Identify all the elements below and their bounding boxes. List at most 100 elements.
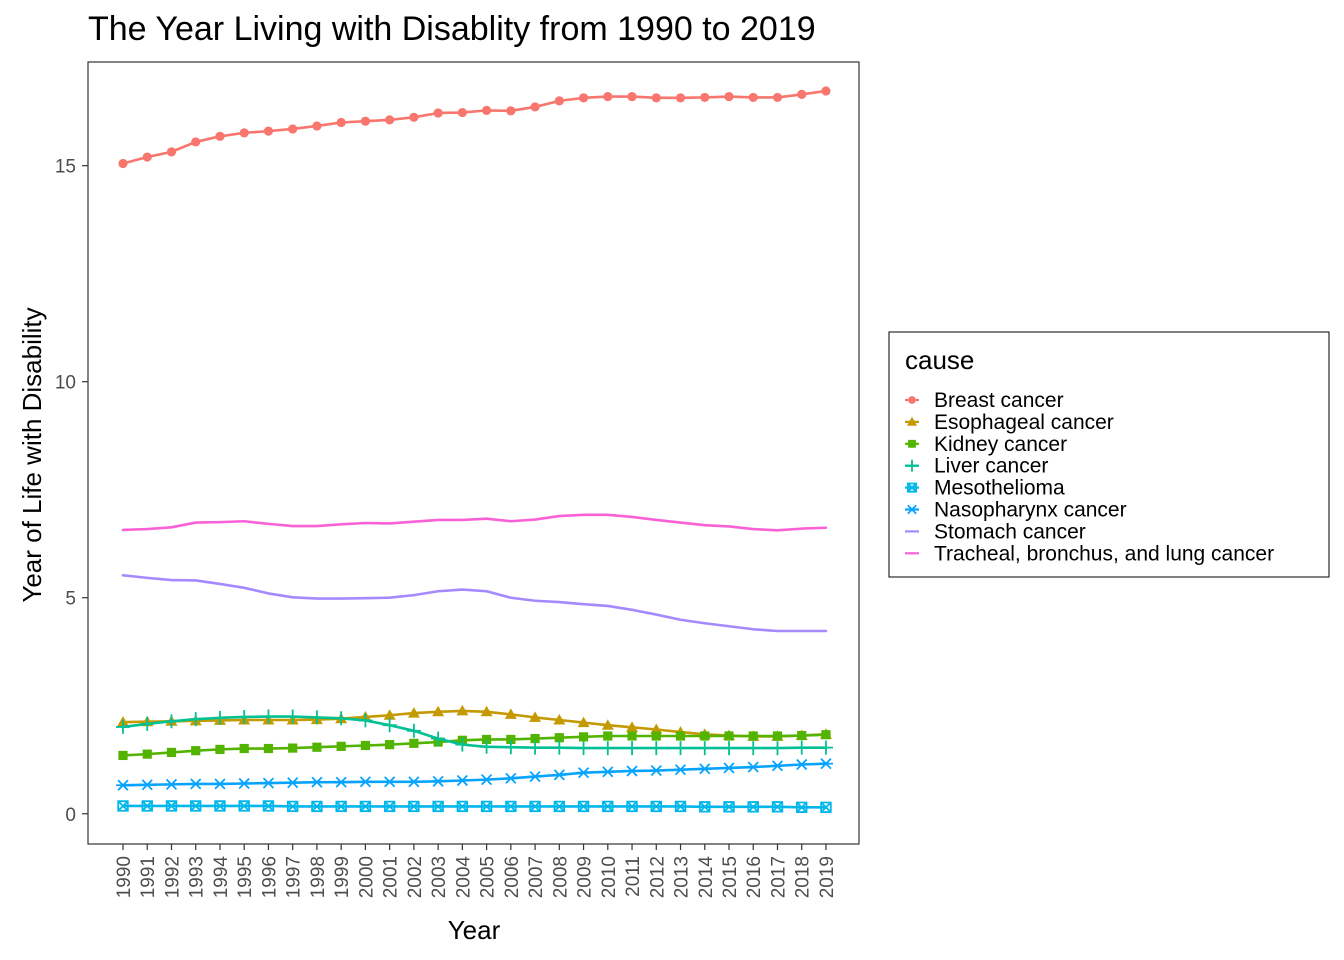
data-point <box>650 723 663 735</box>
x-tick-label: 2014 <box>696 856 717 899</box>
data-point <box>141 800 153 812</box>
data-point <box>797 89 807 100</box>
x-tick-label: 2011 <box>623 856 644 897</box>
data-point <box>188 712 203 727</box>
legend-item-tracheal-bronchus-and-lung-cancer: Tracheal, bronchus, and lung cancer <box>905 542 1274 565</box>
legend-label: Stomach cancer <box>934 520 1086 543</box>
data-point <box>700 92 710 103</box>
data-point <box>770 741 785 756</box>
data-point <box>215 744 225 754</box>
data-point <box>385 740 395 750</box>
y-tick-label: 15 <box>55 157 76 178</box>
data-point <box>164 778 179 790</box>
data-point <box>700 731 710 741</box>
data-point <box>166 747 177 758</box>
data-point <box>651 93 661 103</box>
data-point <box>747 801 759 813</box>
data-point <box>432 800 444 813</box>
data-point <box>335 800 347 813</box>
series-liver-cancer <box>116 709 833 756</box>
legend-item-breast-cancer: Breast cancer <box>905 389 1064 412</box>
data-point <box>212 778 227 790</box>
data-point <box>625 741 640 756</box>
data-point <box>142 152 152 162</box>
x-tick-label: 2016 <box>744 856 765 898</box>
series-tracheal-bronchus-and-lung-cancer <box>121 513 828 532</box>
data-point <box>358 713 373 728</box>
data-point <box>191 137 201 147</box>
data-point <box>311 800 323 813</box>
x-tick-label: 2009 <box>575 856 596 898</box>
data-point <box>675 93 686 103</box>
data-point <box>237 709 252 724</box>
data-point <box>528 740 543 755</box>
data-point <box>408 800 420 813</box>
data-point <box>651 731 661 741</box>
data-point <box>601 719 614 730</box>
legend-label: Nasopharynx cancer <box>934 499 1127 522</box>
legend-key-marker <box>906 459 918 472</box>
data-point <box>796 801 808 813</box>
data-point <box>675 731 686 741</box>
data-point <box>116 779 130 791</box>
y-tick-label: 0 <box>65 805 76 826</box>
data-point <box>140 779 155 791</box>
data-point <box>600 741 615 756</box>
data-point <box>312 121 322 131</box>
x-tick-label: 1995 <box>235 856 256 898</box>
data-point <box>576 741 591 756</box>
data-point <box>503 740 518 755</box>
data-point <box>118 158 128 169</box>
data-point <box>818 758 833 770</box>
data-point <box>383 709 396 720</box>
data-point <box>503 772 518 784</box>
series-line <box>121 709 828 738</box>
legend-item-mesothelioma: Mesothelioma <box>905 477 1065 500</box>
data-point <box>165 800 178 812</box>
data-point <box>528 771 543 783</box>
data-point <box>455 774 470 787</box>
x-tick-label: 2002 <box>405 856 426 898</box>
data-point <box>288 743 298 753</box>
data-point <box>456 800 469 813</box>
data-point <box>334 776 349 788</box>
data-point <box>603 91 613 102</box>
data-point <box>334 711 349 726</box>
x-tick-label: 2001 <box>381 856 402 898</box>
plot-panel <box>87 61 860 845</box>
data-point <box>117 800 129 812</box>
data-point <box>480 705 493 717</box>
data-point <box>794 740 809 755</box>
data-point <box>554 733 564 743</box>
data-point <box>164 714 179 729</box>
data-point <box>406 776 421 788</box>
data-point <box>385 115 395 125</box>
data-point <box>722 741 736 756</box>
series-line <box>121 89 828 165</box>
data-point <box>261 777 276 789</box>
data-point <box>722 762 736 774</box>
x-tick-label: 2004 <box>453 856 474 899</box>
x-tick-label: 1998 <box>308 856 329 898</box>
data-point <box>797 730 807 741</box>
data-point <box>360 740 370 751</box>
data-point <box>771 801 784 813</box>
data-point <box>600 766 615 778</box>
data-point <box>360 116 370 126</box>
y-axis-title: Year of Life with Disability <box>17 307 47 602</box>
data-point <box>431 775 446 787</box>
data-point <box>239 128 249 138</box>
x-tick-label: 2017 <box>768 856 789 898</box>
data-point <box>626 800 638 813</box>
data-point <box>214 800 226 812</box>
data-point <box>312 742 322 752</box>
series-layer <box>116 86 833 813</box>
x-tick-label: 1993 <box>187 856 208 898</box>
legend-key-marker <box>907 482 917 493</box>
data-point <box>482 105 492 115</box>
series-kidney-cancer <box>118 730 831 761</box>
x-tick-label: 2013 <box>672 856 693 898</box>
data-point <box>723 801 735 813</box>
series-line <box>121 804 828 809</box>
